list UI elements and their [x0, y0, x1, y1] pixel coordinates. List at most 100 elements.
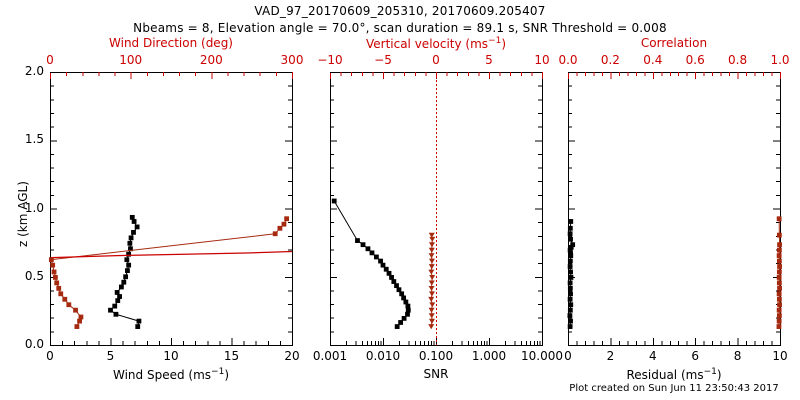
data-point	[131, 219, 137, 224]
data-point	[567, 324, 573, 329]
xtick-label: 2	[606, 349, 615, 363]
series-line-wind-direction-wrap-line	[51, 250, 293, 259]
ytick-label: 2.0	[24, 64, 44, 78]
data-point	[567, 231, 573, 237]
xtick-top-label: 0.0	[558, 53, 578, 67]
data-point	[360, 242, 366, 248]
data-point	[128, 246, 133, 252]
data-point	[567, 258, 573, 264]
data-point	[73, 307, 78, 313]
data-point	[777, 242, 782, 248]
data-point	[776, 253, 782, 258]
xtick-top-label: 10	[534, 53, 550, 67]
data-point	[124, 257, 130, 263]
series-line-residual	[569, 221, 574, 327]
data-point	[391, 279, 397, 284]
xtick-top-label: 5	[485, 53, 493, 67]
data-point	[428, 324, 435, 330]
panel-3-frame	[568, 72, 781, 346]
data-point	[50, 262, 56, 268]
xtick-top-label: 300	[280, 53, 304, 67]
xtick-label: 1.000	[471, 349, 507, 363]
xtick-top-label: 0.2	[600, 53, 620, 67]
data-point	[568, 302, 574, 308]
data-point	[405, 303, 411, 309]
series-line-wind-direction	[50, 218, 288, 327]
data-point	[131, 229, 136, 235]
data-point	[117, 294, 122, 299]
data-point	[429, 275, 436, 281]
data-point	[776, 296, 782, 302]
data-point	[568, 269, 573, 275]
panel-3-bottom-axis-title: Residual (ms−1)	[626, 367, 722, 382]
data-point	[776, 280, 782, 286]
series-line-correlation	[778, 218, 781, 327]
panel-2-frame	[330, 72, 543, 346]
xtick-label: 10	[163, 349, 179, 363]
data-point	[568, 245, 574, 250]
xtick-top-label: 0.4	[643, 53, 663, 67]
series-line-snr	[333, 200, 409, 327]
panel-1-frame	[50, 72, 293, 346]
data-point	[56, 285, 62, 291]
data-point	[568, 253, 574, 258]
data-point	[776, 258, 782, 264]
xtick-label: 8	[733, 349, 742, 363]
data-point	[394, 283, 399, 289]
data-point	[570, 242, 576, 248]
data-point	[118, 284, 124, 290]
xtick-top-label: 100	[119, 53, 143, 67]
data-point	[777, 264, 782, 269]
data-point	[136, 318, 142, 324]
xtick-top-label: 0	[432, 53, 440, 67]
data-point	[428, 291, 435, 297]
data-point	[568, 275, 574, 280]
data-point	[128, 235, 134, 241]
data-point	[78, 314, 84, 320]
data-point	[126, 262, 132, 268]
data-point	[567, 247, 573, 253]
ytick-label: 1.5	[24, 132, 44, 147]
xtick-label: 0.100	[418, 349, 454, 363]
data-point	[428, 258, 435, 264]
data-point	[365, 246, 371, 252]
data-point	[567, 313, 573, 319]
xtick-label: 0	[46, 349, 54, 363]
data-point	[401, 315, 407, 321]
data-point	[403, 299, 409, 305]
panel-2-bottom-axis-title: SNR	[423, 367, 449, 381]
data-point	[281, 221, 287, 227]
data-point	[386, 270, 392, 276]
data-point	[51, 269, 57, 275]
data-point	[568, 291, 573, 297]
xtick-top-label: 0.6	[685, 53, 705, 67]
data-point	[776, 247, 782, 253]
data-point	[134, 224, 140, 230]
data-point	[776, 313, 782, 319]
data-point	[396, 287, 402, 293]
data-point	[129, 214, 135, 220]
xtick-label: 6	[691, 349, 700, 363]
ytick-label: 0.5	[24, 268, 44, 283]
plot-created-timestamp: Plot created on Sun Jun 11 23:50:43 2017	[569, 383, 779, 394]
data-point	[776, 269, 782, 275]
data-point	[428, 232, 435, 238]
data-point	[428, 264, 435, 270]
data-point	[567, 307, 573, 313]
data-point	[568, 219, 574, 224]
data-point	[568, 250, 573, 256]
y-axis-title: z (km AGL)	[16, 180, 30, 247]
data-point	[568, 236, 573, 242]
xtick-top-label: −5	[374, 53, 392, 67]
data-point	[405, 311, 410, 317]
xtick-top-label: 1.0	[770, 53, 790, 67]
xtick-label: 5	[106, 349, 115, 363]
data-point	[568, 318, 573, 324]
xtick-top-label: −10	[317, 53, 343, 67]
data-point	[428, 269, 435, 275]
data-point	[428, 247, 435, 253]
data-point	[58, 291, 64, 297]
data-point	[776, 318, 782, 324]
data-point	[331, 198, 337, 204]
data-point	[399, 291, 405, 297]
